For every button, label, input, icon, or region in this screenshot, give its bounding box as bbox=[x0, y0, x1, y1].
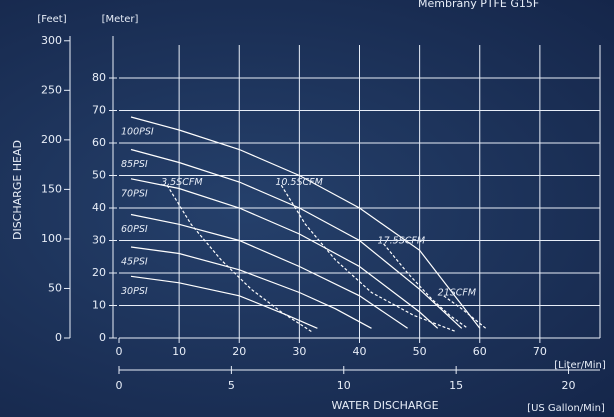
x-tick-label: 60 bbox=[473, 345, 487, 358]
x-tick-label: 10 bbox=[172, 345, 186, 358]
curve-label: 30PSI bbox=[121, 286, 148, 297]
x2-tick-label: 15 bbox=[449, 379, 463, 392]
x-tick-label: 30 bbox=[292, 345, 306, 358]
curve-label: 3.5SCFM bbox=[161, 177, 202, 188]
curve bbox=[443, 295, 487, 329]
curve bbox=[280, 184, 456, 333]
curve bbox=[130, 275, 318, 329]
curve-label: 45PSI bbox=[121, 257, 148, 268]
x2-tick-label: 20 bbox=[562, 379, 576, 392]
y2-tick-label: 200 bbox=[41, 133, 62, 146]
x2-tick-label: 0 bbox=[116, 379, 123, 392]
y-tick-label: 0 bbox=[99, 331, 106, 344]
y2-tick-label: 50 bbox=[48, 281, 62, 294]
x2-unit: [US Gallon/Min] bbox=[527, 403, 605, 414]
x-tick-label: 0 bbox=[116, 345, 123, 358]
curve-label: 21SCFM bbox=[438, 287, 476, 298]
x2-tick-label: 10 bbox=[337, 379, 351, 392]
x-unit: [Liter/Min] bbox=[554, 360, 606, 371]
curve bbox=[130, 246, 372, 329]
curve-label: 10.5SCFM bbox=[275, 177, 322, 188]
y-axis-title: DISCHARGE HEAD bbox=[11, 140, 24, 240]
x-tick-label: 20 bbox=[232, 345, 246, 358]
y-unit: [Meter] bbox=[102, 14, 139, 25]
y-tick-label: 30 bbox=[92, 234, 106, 247]
curve-label: 17.5SCFM bbox=[378, 235, 425, 246]
x-tick-label: 50 bbox=[413, 345, 427, 358]
y-tick-label: 10 bbox=[92, 299, 106, 312]
curve-label: 100PSI bbox=[121, 127, 154, 138]
x-tick-label: 40 bbox=[353, 345, 367, 358]
y2-tick-label: 250 bbox=[41, 83, 62, 96]
y-tick-label: 20 bbox=[92, 266, 106, 279]
y2-tick-label: 100 bbox=[41, 232, 62, 245]
curve bbox=[130, 116, 481, 329]
curve-label: 60PSI bbox=[121, 224, 148, 235]
y-tick-label: 80 bbox=[92, 71, 106, 84]
y-tick-label: 70 bbox=[92, 104, 106, 117]
y-tick-label: 40 bbox=[92, 201, 106, 214]
curve bbox=[130, 178, 439, 329]
y2-tick-label: 0 bbox=[55, 331, 62, 344]
y2-tick-label: 300 bbox=[41, 34, 62, 47]
y2-unit: [Feet] bbox=[37, 14, 66, 25]
curve bbox=[130, 148, 463, 329]
x-tick-label: 70 bbox=[533, 345, 547, 358]
curve-label: 85PSI bbox=[121, 159, 148, 170]
curve-label: 70PSI bbox=[121, 188, 148, 199]
curve bbox=[130, 213, 408, 329]
x2-tick-label: 5 bbox=[228, 379, 235, 392]
y-tick-label: 50 bbox=[92, 169, 106, 182]
x-axis-title: WATER DISCHARGE bbox=[331, 399, 438, 412]
y2-tick-label: 150 bbox=[41, 182, 62, 195]
chart-title: Membrány PTFE G15F bbox=[418, 0, 539, 10]
curve bbox=[383, 243, 469, 329]
y-tick-label: 60 bbox=[92, 136, 106, 149]
